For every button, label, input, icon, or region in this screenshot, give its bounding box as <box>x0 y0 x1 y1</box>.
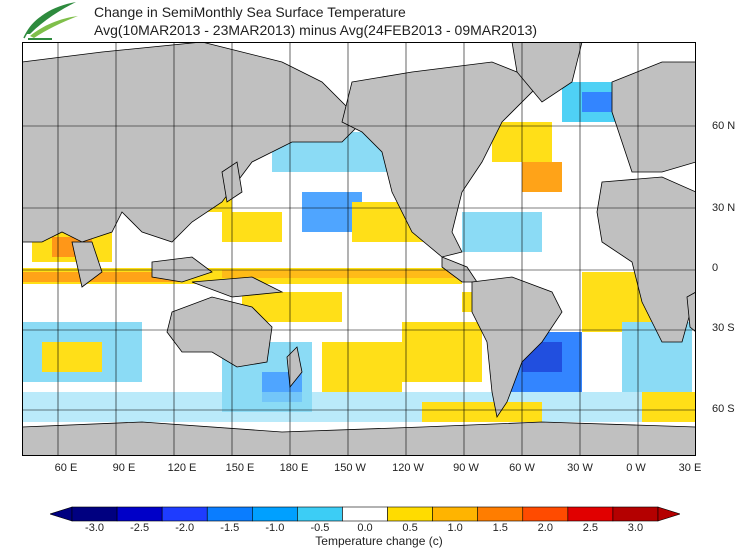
legend-arrow-low <box>50 506 73 522</box>
lat-label: 30 N <box>712 202 736 214</box>
legend-swatch <box>342 506 388 522</box>
legend-swatch <box>522 506 569 522</box>
legend-tick-label: 1.0 <box>447 522 463 534</box>
graticule <box>22 42 696 456</box>
legend-swatch <box>477 506 524 522</box>
lon-label: 120 E <box>167 462 197 474</box>
legend-swatch <box>116 506 163 522</box>
legend-tick-label: -2.0 <box>175 522 195 534</box>
legend-tick-label: 2.0 <box>537 522 553 534</box>
sst-change-map <box>22 42 696 456</box>
legend-swatch <box>71 506 118 522</box>
color-legend <box>50 506 680 522</box>
legend-swatch <box>432 506 478 522</box>
lon-label: 150 E <box>225 462 255 474</box>
lon-label: 0 W <box>626 462 646 474</box>
legend-swatch <box>206 506 253 522</box>
legend-swatch <box>252 506 298 522</box>
legend-tick-label: 0.0 <box>357 522 373 534</box>
lat-label: 60 N <box>712 120 736 132</box>
lon-label: 90 E <box>112 462 136 474</box>
lon-label: 60 E <box>54 462 78 474</box>
legend-tick-label: -1.5 <box>220 522 240 534</box>
land-masses <box>22 42 696 456</box>
lon-label: 90 W <box>453 462 479 474</box>
lon-label: 120 W <box>392 462 424 474</box>
legend-tick-label: 2.5 <box>582 522 599 534</box>
lon-label: 30 E <box>678 462 702 474</box>
legend-tick-label: -3.0 <box>85 522 105 534</box>
lon-label: 30 W <box>567 462 593 474</box>
leaf-logo-icon <box>23 2 78 40</box>
legend-tick-label: 1.5 <box>492 522 508 534</box>
legend-swatch <box>161 506 208 522</box>
legend-arrow-high <box>657 506 680 522</box>
legend-swatch <box>387 506 433 522</box>
map-title: Change in SemiMonthly Sea Surface Temper… <box>94 4 406 20</box>
lon-label: 150 W <box>334 462 366 474</box>
lon-label: 60 W <box>509 462 535 474</box>
lat-label: 0 <box>712 262 719 274</box>
legend-tick-label: -1.0 <box>265 522 285 534</box>
legend-tick-label: -0.5 <box>310 522 330 534</box>
lon-label: 180 E <box>279 462 309 474</box>
legend-swatch <box>297 506 343 522</box>
legend-tick-label: -2.5 <box>130 522 150 534</box>
legend-tick-label: 0.5 <box>402 522 418 534</box>
legend-swatch <box>612 506 659 522</box>
lat-label: 60 S <box>712 403 735 415</box>
lat-label: 30 S <box>712 322 735 334</box>
legend-tick-label: 3.0 <box>627 522 644 534</box>
map-subtitle: Avg(10MAR2013 - 23MAR2013) minus Avg(24F… <box>94 22 538 38</box>
legend-swatch <box>567 506 614 522</box>
legend-title: Temperature change (c) <box>315 534 443 548</box>
